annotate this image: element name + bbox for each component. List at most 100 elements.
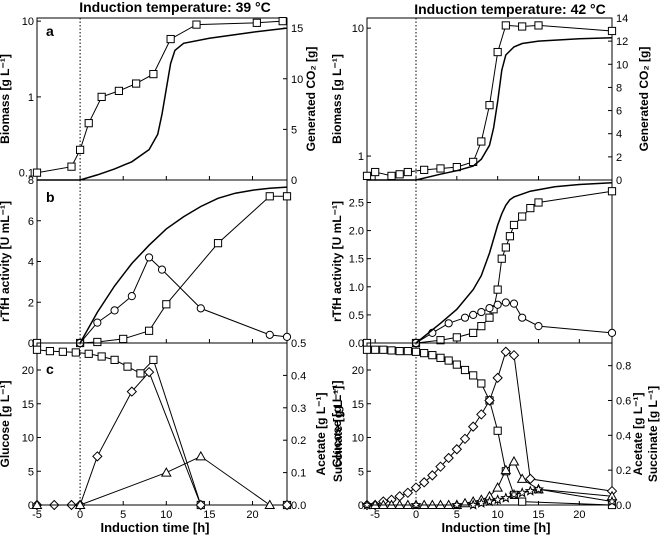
series-line-biomass (36, 20, 283, 174)
data-point-square (395, 347, 404, 356)
data-point-diamond (126, 386, 138, 397)
y-left-tick-label: 0.5 (349, 310, 364, 322)
y-right-axis-label: Generated CO₂ [g] (304, 47, 318, 152)
data-point-square (395, 170, 404, 179)
data-point-diamond (410, 482, 422, 493)
x-tick-label: 10 (160, 509, 172, 521)
data-point-square (192, 20, 201, 29)
y-right-axis-label: Acetate [g L⁻¹] (314, 392, 328, 475)
y-right-axis-label: Acetate [g L⁻¹] (631, 392, 645, 475)
data-point-square (379, 345, 388, 354)
data-point-square (45, 347, 55, 356)
y-right-tick-label: 12 (616, 36, 628, 48)
data-point-square (469, 371, 478, 380)
data-point-square (252, 18, 261, 27)
y-right-axis-label: Succinate [g L⁻¹] (646, 386, 660, 482)
series-line-generated-co2 (367, 36, 613, 181)
y-left-tick-label: 10 (22, 16, 34, 28)
data-point-square (477, 379, 486, 388)
data-point-star (483, 495, 496, 507)
data-point-circle (282, 332, 292, 341)
y-left-tick-label: 2 (28, 297, 34, 309)
data-point-circle (477, 307, 486, 317)
data-point-square (420, 165, 429, 174)
y-left-tick-label: 15 (22, 399, 34, 411)
data-point-square (501, 243, 510, 252)
panel-letter-c: c (46, 361, 54, 377)
y-right-tick-label: 10 (291, 74, 303, 86)
data-point-circle (93, 318, 102, 327)
data-point-square (76, 145, 85, 154)
data-point-triangle (508, 455, 520, 466)
data-point-square (428, 351, 437, 360)
y-left-tick-label: 6 (28, 216, 34, 228)
y-left-tick-label: 8 (28, 175, 34, 187)
panel-letter-b: b (46, 189, 55, 205)
data-point-square (518, 497, 527, 506)
y-right-tick-label: 0.1 (291, 468, 306, 480)
right-column-title: Induction temperature: 42 °C (414, 1, 606, 17)
data-point-circle (469, 310, 478, 319)
data-point-star (410, 499, 422, 510)
data-point-square (497, 254, 506, 263)
data-point-square (501, 21, 510, 30)
data-point-square (493, 426, 502, 435)
data-point-star (467, 499, 479, 510)
plot-frame (36, 342, 288, 506)
x-tick-label: 15 (532, 509, 544, 521)
data-point-square (493, 285, 502, 294)
y-right-tick-label: 6 (616, 106, 622, 118)
data-point-square (387, 171, 396, 180)
y-right-tick-label: 0.2 (616, 465, 631, 477)
x-tick-label: -5 (370, 509, 380, 521)
right-x-axis-label: Induction time [h] (441, 520, 550, 535)
series-line-rtfh-activity-line- (79, 186, 288, 344)
data-point-square (97, 92, 106, 101)
data-point-triangle (500, 464, 512, 475)
data-point-square (149, 69, 158, 79)
data-point-circle (144, 253, 154, 262)
data-point-star (508, 488, 520, 500)
series-line-acetate (367, 351, 613, 506)
chart-right-a: 1 10 0 2 4 6 8 10 12 14 Biomass [g L⁻¹] Generated C… (330, 13, 651, 187)
data-point-square (278, 17, 287, 26)
data-point-diamond (500, 346, 512, 357)
y-left-tick-label: 5 (28, 466, 34, 478)
y-right-axis-label: Generated CO₂ [g] (637, 47, 651, 152)
plot-frame (366, 17, 613, 181)
plot-frame (36, 17, 288, 181)
data-point-square (485, 313, 494, 322)
data-point-square (362, 171, 372, 180)
data-point-diamond (195, 499, 207, 511)
chart-left-b: 0 2 4 6 8 rTfH activity [U mL⁻¹] (0, 175, 292, 350)
data-point-square (534, 21, 543, 30)
data-point-square (144, 326, 154, 335)
data-point-diamond (476, 409, 487, 420)
x-tick-label: 0 (77, 509, 83, 521)
y-left-tick-label: 0 (28, 500, 34, 512)
data-point-triangle (160, 467, 172, 477)
y-right-tick-label: 8 (616, 82, 622, 94)
panel-letter-a: a (46, 23, 54, 39)
x-tick-label: 5 (454, 509, 460, 521)
y-left-axis-label: Biomass [g L⁻¹] (330, 54, 344, 144)
y-left-axis-label: Biomass [g L⁻¹] (0, 54, 12, 144)
chart-right-b: 0.0 0.5 1.0 1.5 2.0 2.5 rTfH activity [U mL⁻¹] (330, 179, 617, 350)
data-point-square (84, 119, 93, 128)
data-point-diamond (467, 421, 479, 432)
y-left-tick-label: 0 (28, 338, 34, 350)
y-right-tick-label: 5 (291, 124, 297, 136)
data-point-square (123, 362, 132, 371)
data-point-square (213, 239, 223, 248)
data-point-star (492, 494, 504, 505)
x-tick-label: 15 (203, 509, 215, 521)
y-right-tick-label: 0.3 (291, 403, 306, 415)
data-point-square (67, 162, 76, 171)
left-column-title: Induction temperature: 39 °C (79, 0, 271, 15)
y-left-axis-label: Glucose [g L⁻¹] (0, 380, 12, 467)
y-left-tick-label: 10 (22, 433, 34, 445)
x-tick-label: 0 (413, 509, 419, 521)
data-point-star (606, 495, 618, 507)
